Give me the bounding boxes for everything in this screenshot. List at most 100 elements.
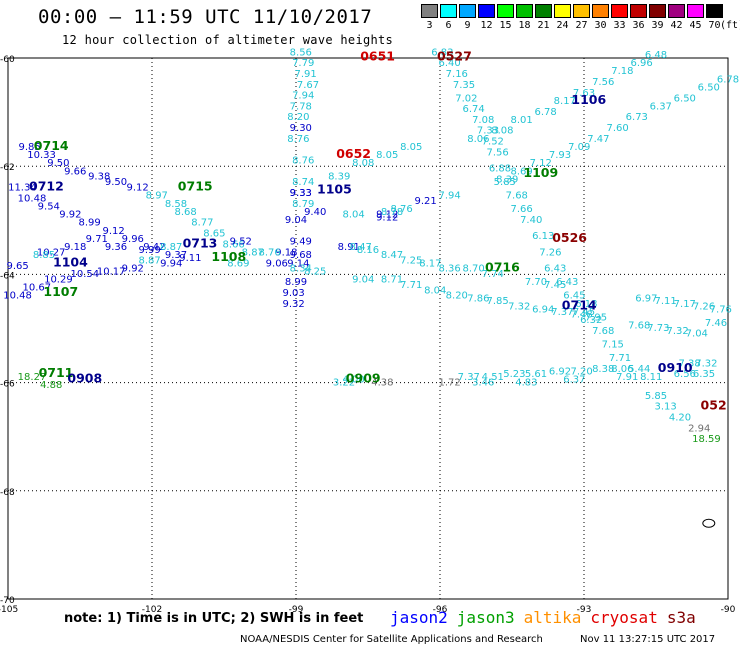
satellite-name: cryosat [590,608,658,627]
legend-label: 15 [499,20,512,31]
legend-swatch [497,4,514,18]
legend-swatch [592,4,609,18]
lat-tick-label: -64 [0,271,15,281]
pass-time-label: 0714 [34,138,69,153]
page-subtitle: 12 hour collection of altimeter wave hei… [62,33,394,47]
pass-time-label: 0713 [183,235,218,250]
wave-height-value: 8.79 [292,199,314,210]
legend-label: 70 [708,20,721,31]
wave-height-value: 8.36 [438,264,460,275]
wave-height-value: 7.37 [551,307,573,318]
legend-label: 33 [613,20,626,31]
wave-height-value: 7.60 [606,123,628,134]
wave-height-value: 8.76 [258,247,280,258]
wave-height-value: 7.94 [438,191,460,202]
wave-height-value: 7.35 [453,80,475,91]
wave-height-value: 10.33 [27,150,56,161]
wave-height-value: 9.49 [290,237,312,248]
wave-height-value: 8.39 [328,172,350,183]
wave-height-value: 3.22 [333,377,355,388]
wave-height-value: 6.18 [575,299,597,310]
wave-height-value: 2.94 [688,423,710,434]
pass-time-label: 0714 [562,298,597,313]
legend-label: 27 [575,20,588,31]
wave-height-value: 8.58 [165,199,187,210]
wave-height-value: 9.32 [282,299,304,310]
wave-height-value: 9.68 [290,250,312,261]
map-frame [7,57,729,600]
wave-height-value: 9.18 [275,247,297,258]
legend-swatch [630,4,647,18]
wave-height-value: 4.51 [482,372,504,383]
wave-height-value: 8.06 [611,364,633,375]
wave-height-value: 8.20 [287,112,309,123]
pass-time-label: 0711 [39,365,74,380]
wave-height-value: 8.99 [285,277,307,288]
wave-height-value: 6.37 [563,375,585,386]
island-outline [702,518,716,528]
wave-height-value: 7.18 [611,66,633,77]
wave-height-value: 7.73 [647,323,669,334]
wave-height-value: 8.78 [381,207,403,218]
wave-height-value: 1.72 [438,377,460,388]
wave-height-value: 5.23 [503,369,525,380]
wave-height-value: 6.83 [431,47,453,58]
wave-height-value: 6.78 [717,74,739,85]
wave-height-value: 7.70 [525,277,547,288]
wave-height-value: 9.12 [102,226,124,237]
pass-time-label: 0651 [360,49,395,64]
wave-height-value: 9.65 [6,261,28,272]
wave-height-value: 5.44 [628,364,650,375]
wave-height-value: 7.12 [530,158,552,169]
wave-height-value: 10.54 [70,269,99,280]
wave-height-value: 10.17 [97,266,126,277]
legend-label: 39 [651,20,664,31]
satellite-legend: jason2 jason3 altika cryosat s3a [390,608,705,627]
wave-height-value: 7.56 [592,77,614,88]
wave-height-value: 6.78 [534,107,556,118]
wave-height-value: 6.43 [556,277,578,288]
satellite-name: altika [523,608,582,627]
wave-height-value: 8.47 [381,250,403,261]
lon-tick-label: -102 [142,605,162,615]
wave-height-value: 3.13 [654,402,676,413]
wave-height-value: 7.37 [458,372,480,383]
wave-height-value: 6.32 [580,315,602,326]
wave-height-value: 7.25 [400,256,422,267]
wave-height-value: 6.37 [650,101,672,112]
wave-height-value: 8.97 [146,191,168,202]
legend-label: 24 [556,20,569,31]
wave-height-value: 10.48 [18,193,47,204]
wave-height-value: 6.40 [438,58,460,69]
wave-height-value: 6.35 [693,369,715,380]
wave-height-value: 9.12 [126,183,148,194]
wave-height-value: 6.50 [698,82,720,93]
wave-height-value: 9.42 [143,242,165,253]
legend-swatch [535,4,552,18]
wave-height-value: 8.87 [242,247,264,258]
page-title: 00:00 — 11:59 UTC 11/10/2017 [38,6,373,28]
wave-height-value: 7.20 [570,366,592,377]
legend-label: 42 [670,20,683,31]
wave-height-value: 7.15 [602,339,624,350]
wave-height-value: 8.77 [191,218,213,229]
wave-height-value: 8.01 [510,115,532,126]
wave-height-value: 18.59 [692,434,721,445]
wave-height-value: 8.99 [78,218,100,229]
legend-label: 12 [480,20,493,31]
wave-height-value: 6.45 [563,291,585,302]
lat-tick-label: -68 [0,488,15,498]
wave-height-value: 9.92 [122,264,144,275]
wave-height-value: 7.32 [695,358,717,369]
wave-height-value: 8.69 [510,166,532,177]
pass-time-label: 052 [701,398,727,413]
pass-time-label: 1109 [523,165,558,180]
wave-height-value: 7.95 [585,312,607,323]
wave-height-value: 9.11 [179,253,201,264]
wave-height-value: 4.83 [515,377,537,388]
wave-height-value: 8.87 [160,242,182,253]
legend-swatch [478,4,495,18]
footer-note: note: 1) Time is in UTC; 2) SWH is in fe… [64,611,364,626]
wave-height-value: 7.71 [400,280,422,291]
wave-height-value: 9.92 [59,210,81,221]
